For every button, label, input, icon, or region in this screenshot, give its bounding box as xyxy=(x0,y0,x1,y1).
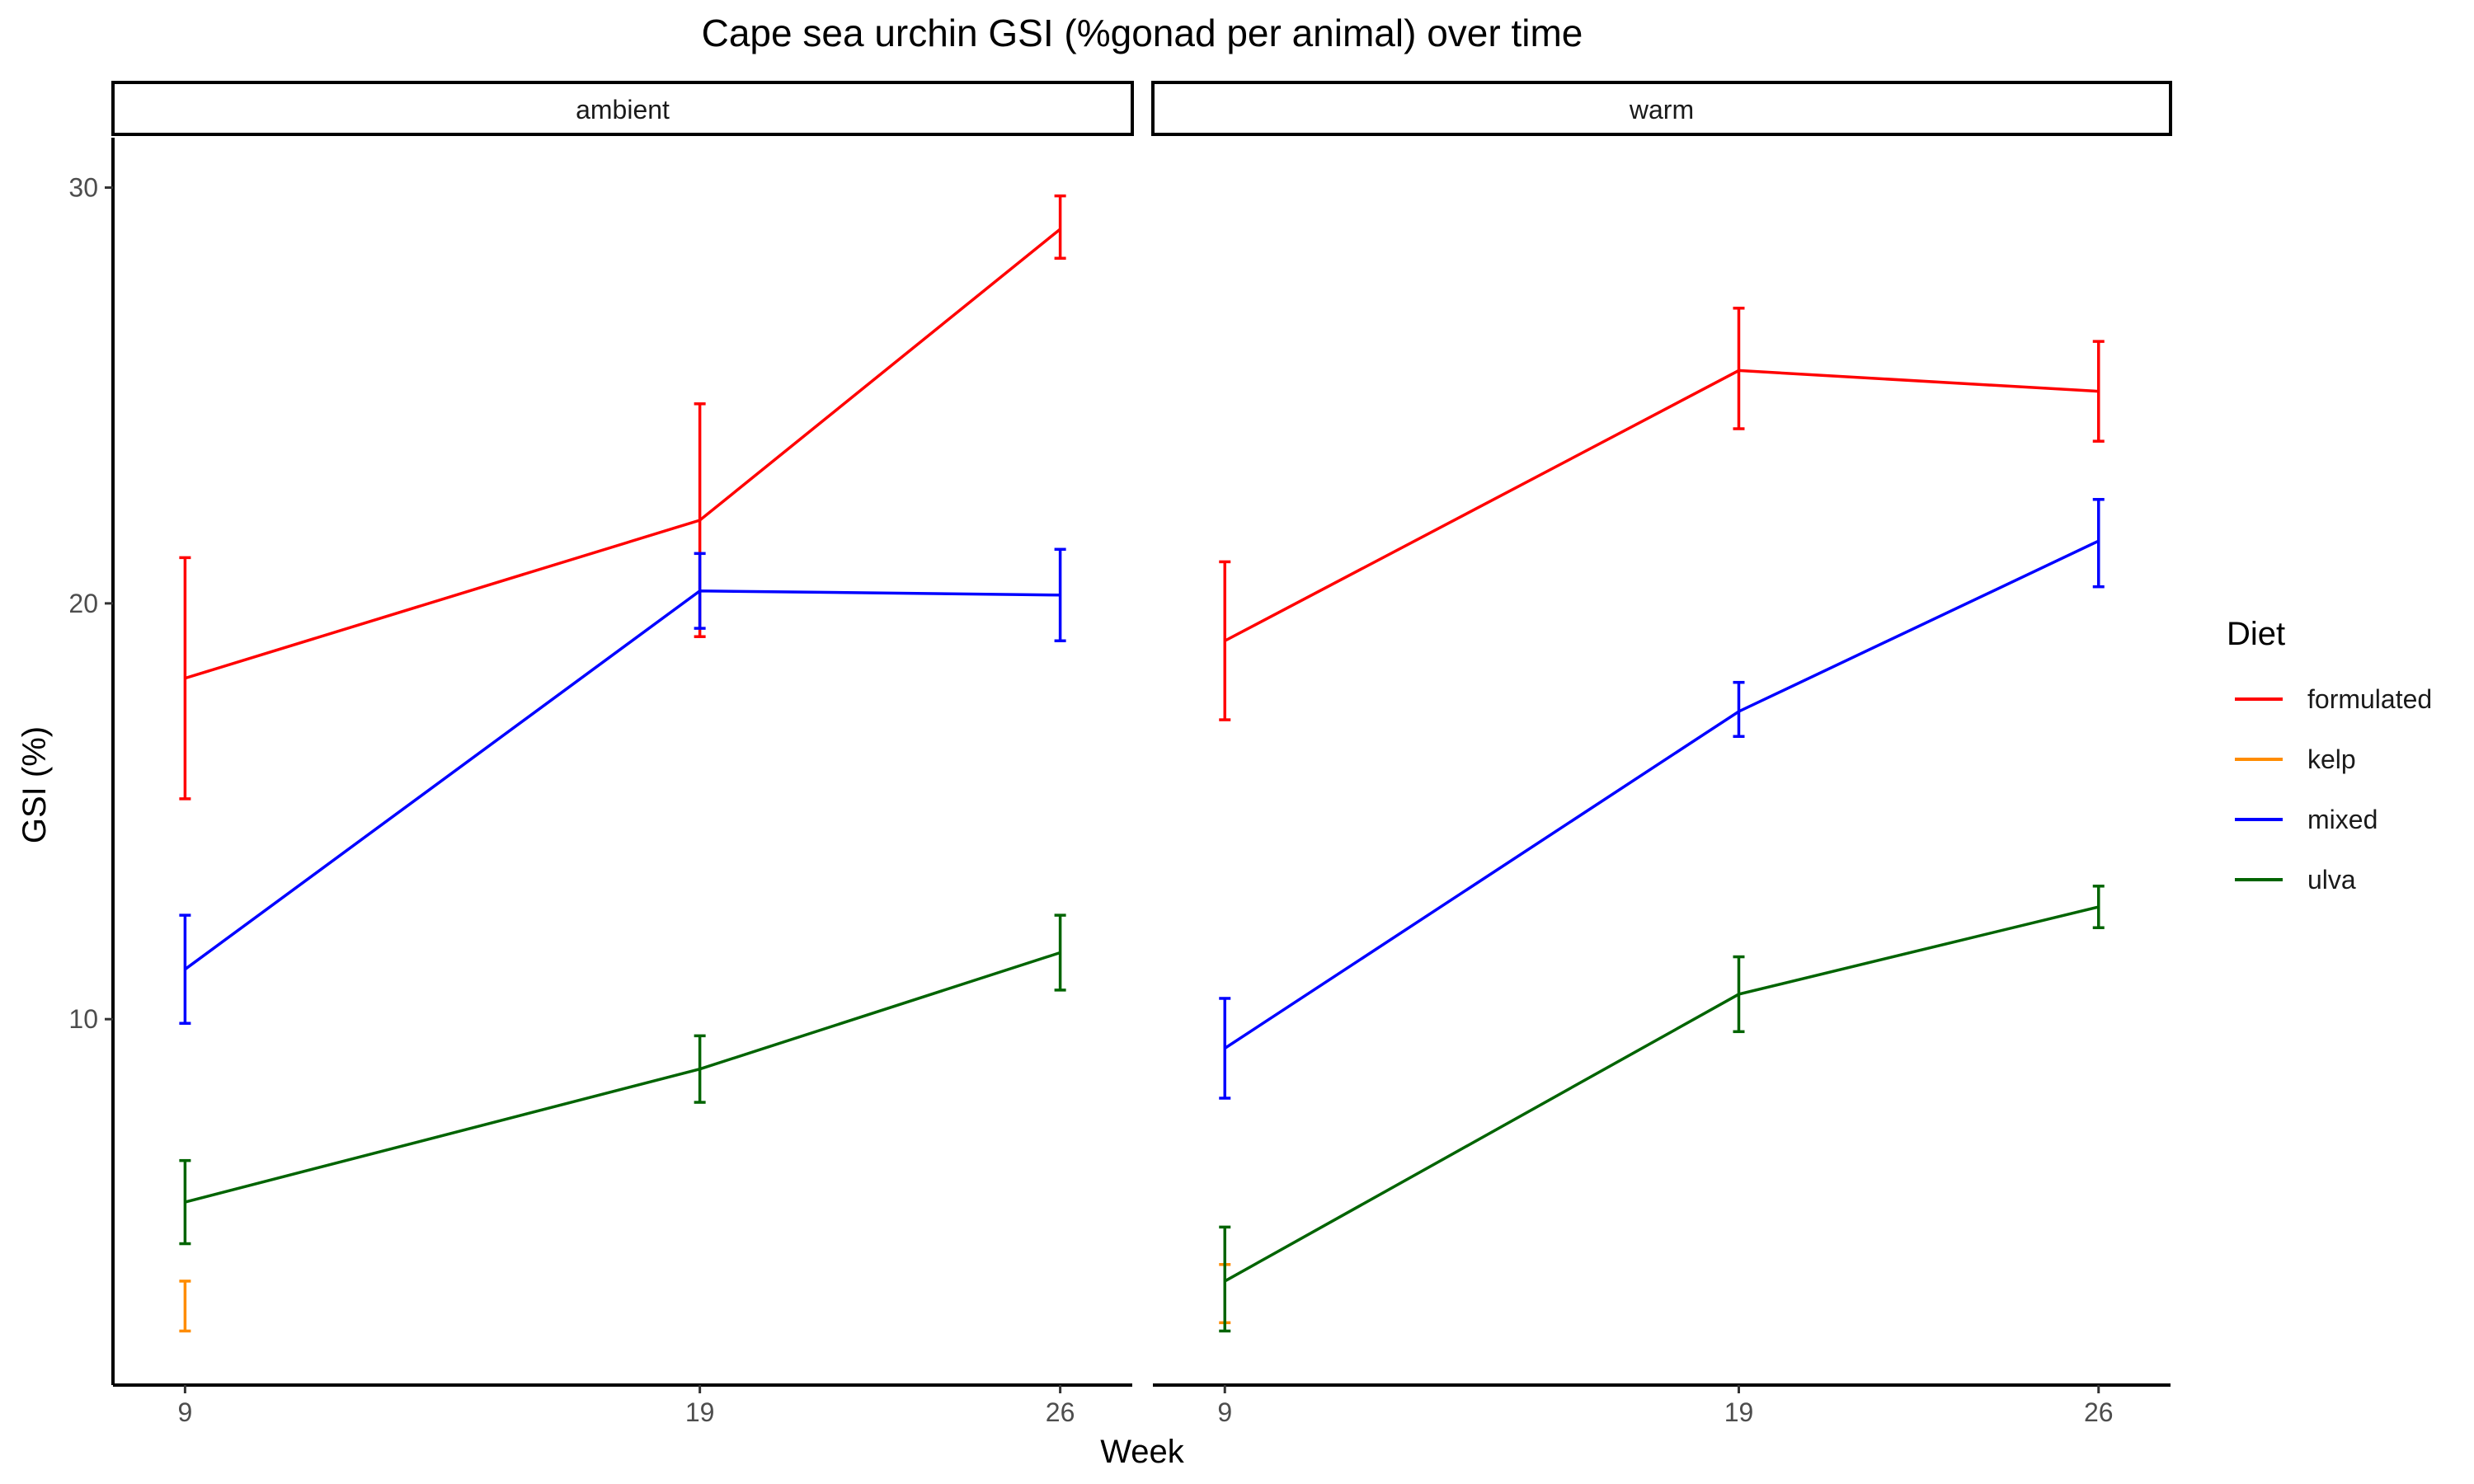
strip-label: warm xyxy=(1629,95,1694,124)
error-bar xyxy=(1054,194,1066,261)
strip-box xyxy=(1151,81,2172,136)
legend-item-ulva: ulva xyxy=(2235,865,2356,895)
error-bar xyxy=(179,1280,191,1333)
panel-ambient: ambient 10 20 30 9 19 26 xyxy=(68,81,1134,1427)
error-bar xyxy=(179,913,191,1025)
series-ulva xyxy=(1219,885,2105,1333)
error-bar xyxy=(2092,340,2105,443)
error-bar xyxy=(1733,307,1745,430)
error-bar xyxy=(1054,547,1066,642)
legend-title: Diet xyxy=(2227,616,2285,652)
legend-label: formulated xyxy=(2307,684,2432,714)
error-bar xyxy=(1054,913,1066,992)
legend-label: mixed xyxy=(2307,805,2378,834)
series-mixed xyxy=(179,547,1066,1025)
error-bar xyxy=(1219,997,1231,1100)
error-bar xyxy=(694,552,706,630)
panel-warm: warm 9 19 26 xyxy=(1151,81,2172,1427)
x-tick-label: 19 xyxy=(1724,1397,1754,1427)
error-bar xyxy=(1733,955,1745,1034)
strip-label: ambient xyxy=(576,95,670,124)
chart-title: Cape sea urchin GSI (%gonad per animal) … xyxy=(702,12,1583,54)
legend-item-mixed: mixed xyxy=(2235,805,2378,834)
x-tick-label: 9 xyxy=(1217,1397,1232,1427)
legend-item-kelp: kelp xyxy=(2235,744,2356,774)
series-formulated xyxy=(1219,307,2105,721)
legend-item-formulated: formulated xyxy=(2235,684,2432,714)
strip-box xyxy=(111,81,1134,136)
y-tick-label: 30 xyxy=(68,173,98,203)
series-kelp xyxy=(179,1280,191,1333)
legend-label: kelp xyxy=(2307,744,2356,774)
error-bar xyxy=(2092,885,2105,929)
error-bar xyxy=(1219,560,1231,721)
y-axis-title: GSI (%) xyxy=(16,726,53,843)
legend-label: ulva xyxy=(2307,865,2356,895)
error-bar xyxy=(179,556,191,801)
series-ulva xyxy=(179,913,1066,1246)
x-tick-label: 26 xyxy=(2084,1397,2114,1427)
error-bar xyxy=(694,1034,706,1104)
series-mixed xyxy=(1219,498,2105,1100)
x-tick-label: 9 xyxy=(177,1397,192,1427)
error-bar xyxy=(179,1158,191,1246)
error-bar xyxy=(1733,680,1745,738)
y-tick-label: 10 xyxy=(68,1004,98,1034)
error-bar xyxy=(1219,1225,1231,1333)
x-tick-label: 19 xyxy=(685,1397,715,1427)
legend: Diet formulated kelp mixed ulva xyxy=(2227,616,2432,895)
x-axis-title: Week xyxy=(1100,1434,1185,1470)
error-bar xyxy=(2092,498,2105,589)
x-tick-label: 26 xyxy=(1046,1397,1075,1427)
y-tick-label: 20 xyxy=(68,589,98,618)
